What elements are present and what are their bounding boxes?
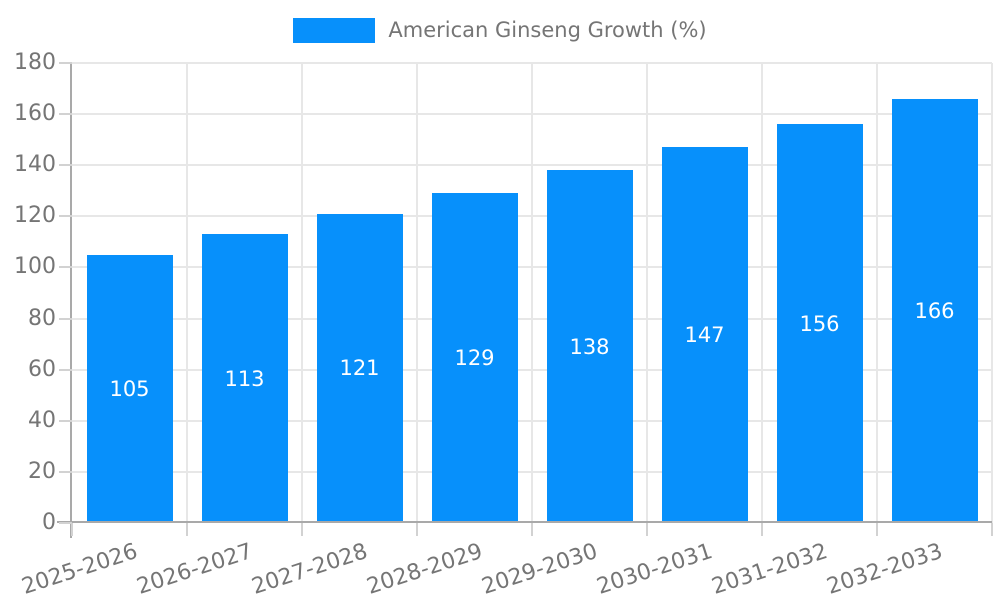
x-gridline: [646, 63, 648, 523]
x-gridline: [991, 63, 993, 523]
x-axis-line: [57, 521, 992, 523]
x-tick-mark: [761, 523, 763, 536]
y-tick-mark: [59, 113, 72, 116]
y-axis-line: [70, 63, 72, 538]
x-gridline: [416, 63, 418, 523]
x-gridline: [531, 63, 533, 523]
y-tick-mark: [59, 317, 72, 320]
bar-value-label: 147: [684, 323, 725, 348]
x-tick-label: 2032-2033: [823, 539, 946, 600]
bar[interactable]: [546, 170, 633, 523]
x-tick-mark: [301, 523, 303, 536]
y-tick-mark: [59, 368, 72, 371]
y-tick-mark: [59, 470, 72, 473]
x-tick-mark: [876, 523, 878, 536]
bar-value-label: 156: [799, 311, 840, 336]
y-tick-mark: [59, 419, 72, 422]
bar[interactable]: [201, 234, 288, 523]
bar-value-label: 129: [454, 346, 495, 371]
x-tick-label: 2031-2032: [708, 539, 831, 600]
x-tick-label: 2029-2030: [478, 539, 601, 600]
x-tick-mark: [991, 523, 993, 536]
bar-value-label: 138: [569, 334, 610, 359]
bar[interactable]: [86, 254, 173, 523]
y-tick-label: 60: [28, 356, 56, 382]
x-tick-mark: [71, 523, 73, 536]
x-tick-mark: [531, 523, 533, 536]
x-gridline: [301, 63, 303, 523]
x-tick-label: 2028-2029: [363, 539, 486, 600]
y-tick-mark: [59, 215, 72, 218]
y-tick-mark: [59, 522, 72, 524]
y-tick-label: 120: [14, 203, 56, 229]
legend-label: American Ginseng Growth (%): [388, 18, 707, 42]
bar-value-label: 166: [914, 298, 955, 323]
y-tick-label: 0: [42, 510, 56, 535]
y-tick-label: 160: [14, 101, 56, 127]
x-tick-label: 2030-2031: [593, 539, 716, 600]
bar-value-label: 105: [109, 376, 150, 401]
bar-value-label: 113: [224, 366, 265, 391]
x-tick-label: 2025-2026: [18, 539, 141, 600]
y-tick-label: 80: [28, 305, 56, 331]
y-tick-mark: [59, 164, 72, 167]
x-tick-mark: [416, 523, 418, 536]
bar[interactable]: [431, 193, 518, 523]
y-tick-label: 20: [28, 458, 56, 484]
x-tick-mark: [186, 523, 188, 536]
x-tick-mark: [646, 523, 648, 536]
x-gridline: [761, 63, 763, 523]
bar[interactable]: [891, 98, 978, 523]
y-tick-label: 100: [14, 254, 56, 280]
x-tick-label: 2027-2028: [248, 539, 371, 600]
y-tick-mark: [59, 266, 72, 269]
x-gridline: [186, 63, 188, 523]
x-gridline: [876, 63, 878, 523]
y-tick-label: 140: [14, 152, 56, 178]
y-tick-mark: [59, 62, 72, 64]
bar[interactable]: [776, 124, 863, 523]
y-tick-label: 180: [14, 50, 56, 75]
legend-item[interactable]: American Ginseng Growth (%): [293, 16, 707, 44]
x-tick-label: 2026-2027: [133, 539, 256, 600]
legend-swatch-icon: [293, 17, 376, 43]
chart-legend: American Ginseng Growth (%): [0, 16, 1000, 44]
bar[interactable]: [661, 147, 748, 523]
bar-value-label: 121: [339, 356, 380, 381]
bar[interactable]: [316, 213, 403, 523]
y-tick-label: 40: [28, 407, 56, 433]
